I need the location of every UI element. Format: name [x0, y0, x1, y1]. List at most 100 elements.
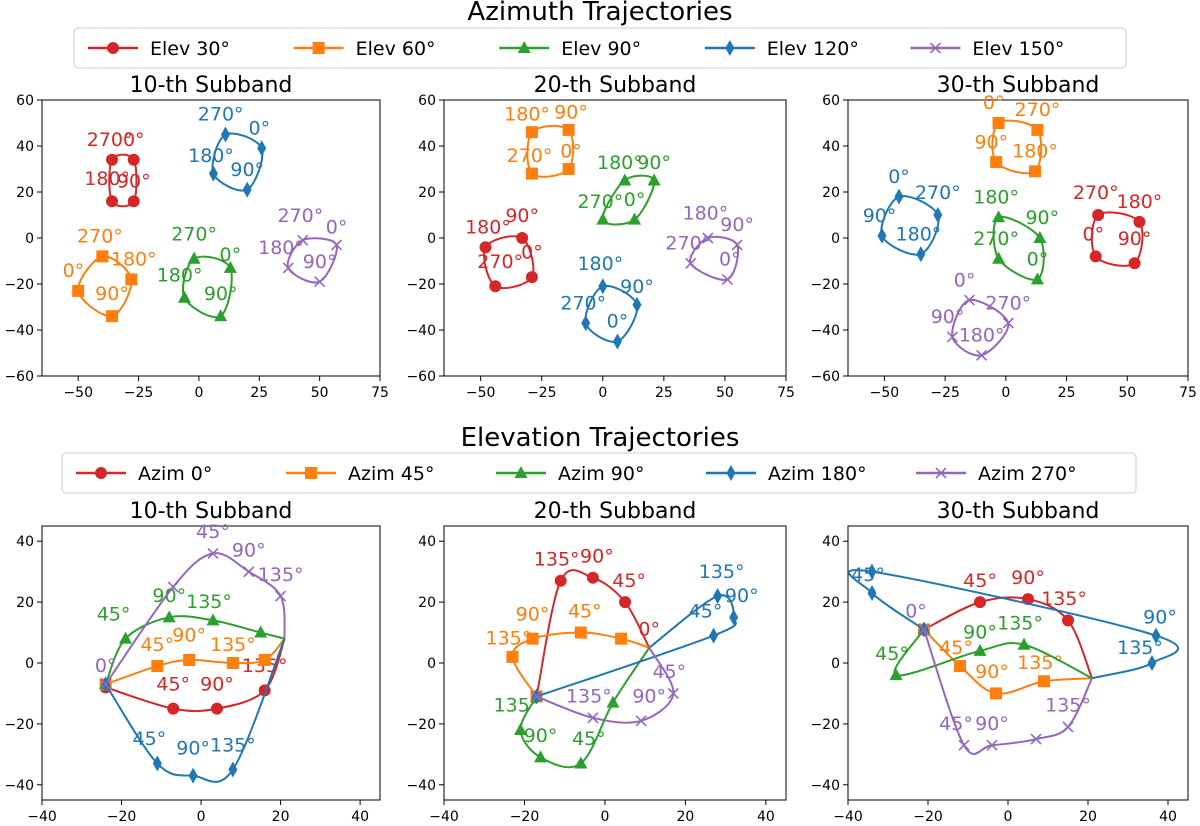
legend-entry-elev-60: Elev 60°: [293, 38, 436, 60]
series-elev-90: 0° 90°180° 270°: [157, 223, 241, 322]
series-elev-90: 90°0°270°180°: [577, 152, 671, 226]
point-annotation: 180°: [1012, 141, 1058, 163]
legend-label: Azim 0°: [138, 463, 212, 485]
point-annotation: 90°: [963, 622, 997, 644]
point-annotation: 0°: [905, 600, 927, 622]
data-point: [1030, 733, 1042, 745]
point-annotation: 180°: [896, 223, 942, 245]
y-tick-label: 0: [831, 656, 840, 672]
y-tick-label: 40: [822, 139, 840, 155]
point-annotation: 90°: [554, 101, 588, 123]
data-point: [721, 273, 733, 285]
point-annotation: 270°: [198, 104, 244, 126]
data-point: [72, 284, 85, 297]
series-azim-45: 135° 90° 45°: [485, 600, 650, 703]
x-tick-label: 50: [311, 385, 329, 401]
y-tick-label: 0: [427, 656, 436, 672]
data-point: [1062, 614, 1074, 627]
series-azim-90: 45°90° 135°: [97, 585, 285, 690]
data-point: [208, 165, 218, 182]
azimuth-panel-1: 10-th Subband −50 −25 0 25 50 75 −60 −40 −20 0 20 40…: [4, 73, 388, 401]
data-point: [1128, 257, 1141, 270]
point-annotation: 135°: [699, 561, 745, 583]
legend-marker: [725, 40, 735, 56]
data-point: [188, 767, 198, 784]
data-point: [1133, 215, 1146, 228]
x-tick-label: −50: [63, 385, 93, 401]
y-tick-label: 20: [822, 595, 840, 611]
series-elev-150: 0° 90°180° 270°: [258, 205, 347, 288]
data-point: [867, 584, 877, 601]
x-tick-label: 20: [272, 809, 290, 825]
point-annotation: 90°: [200, 673, 234, 695]
point-annotation: 0°: [719, 249, 741, 271]
point-annotation: 0°: [560, 141, 582, 163]
series-elev-90: 90°0°270°180°: [973, 187, 1059, 285]
data-point: [257, 140, 267, 157]
x-tick-label: 0: [598, 385, 607, 401]
data-point: [162, 610, 176, 623]
data-point: [618, 173, 632, 186]
data-point: [516, 232, 529, 244]
x-tick-label: −25: [930, 385, 960, 401]
point-annotation: 135°: [1041, 588, 1087, 610]
data-point: [223, 260, 237, 273]
data-point: [574, 756, 588, 769]
point-annotation: 90°: [975, 661, 1009, 683]
point-annotation: 90°: [303, 251, 337, 273]
point-annotation: 180°: [973, 187, 1019, 209]
point-annotation: 0°: [888, 166, 910, 188]
legend-label: Elev 60°: [356, 38, 436, 60]
point-annotation: 90°: [931, 306, 965, 328]
point-annotation: 90°: [632, 686, 666, 708]
data-point: [587, 712, 599, 724]
data-point: [554, 574, 567, 587]
data-point: [574, 626, 587, 639]
data-point: [96, 250, 109, 263]
panel-title: 30-th Subband: [937, 499, 1100, 524]
data-point: [1147, 655, 1157, 671]
data-point: [1089, 250, 1102, 263]
x-tick-label: 40: [757, 809, 775, 825]
point-annotation: 90°: [516, 603, 550, 625]
y-tick-label: 20: [822, 185, 840, 201]
point-annotation: 90°: [176, 737, 210, 759]
elevation-panel-2: 20-th Subband−40 −20 0 20 40−40−20020400°135…: [406, 499, 787, 825]
point-annotation: 180°: [577, 253, 623, 275]
data-point: [106, 310, 119, 323]
y-tick-label: −40: [810, 778, 840, 794]
x-tick-label: −25: [527, 385, 557, 401]
x-tick-label: −50: [466, 385, 496, 401]
point-annotation: 45°: [572, 728, 606, 750]
data-point: [1092, 209, 1105, 221]
series-elev-120: 0° 90°180° 270°: [188, 104, 270, 198]
data-point: [125, 273, 138, 286]
legend-marker: [517, 41, 531, 53]
legend-label: Elev 120°: [767, 38, 859, 60]
data-point: [330, 239, 343, 251]
point-annotation: 135°: [494, 695, 540, 717]
data-point: [974, 596, 986, 609]
x-tick-label: 0: [194, 385, 203, 401]
azimuth-panel-3: 30-th Subband −50 −25 0 25 50 75 −60 −40 −20 0 20 40…: [810, 73, 1196, 401]
chart-panels: 10-th Subband −50 −25 0 25 50 75 −60 −40 −20 0 20 40…: [4, 73, 1196, 825]
legend-entry-elev-120: Elev 120°: [704, 38, 859, 60]
point-annotation: 135°: [210, 634, 256, 656]
point-annotation: 180°: [157, 265, 203, 287]
legend-frame: [61, 452, 1137, 494]
series-elev-30: 0°270° 180°90°: [465, 205, 543, 293]
point-annotation: 135°: [210, 734, 256, 756]
point-annotation: 90°: [152, 585, 186, 607]
data-point: [889, 668, 903, 681]
y-tick-label: −20: [810, 277, 840, 293]
data-point: [106, 195, 119, 208]
data-point: [526, 632, 539, 645]
data-point: [228, 761, 238, 778]
point-annotation: 45°: [939, 637, 973, 659]
data-point: [177, 290, 191, 303]
point-annotation: 45°: [939, 713, 973, 735]
data-point: [963, 294, 975, 306]
data-point: [976, 349, 988, 361]
point-annotation: 270°: [1015, 99, 1061, 121]
